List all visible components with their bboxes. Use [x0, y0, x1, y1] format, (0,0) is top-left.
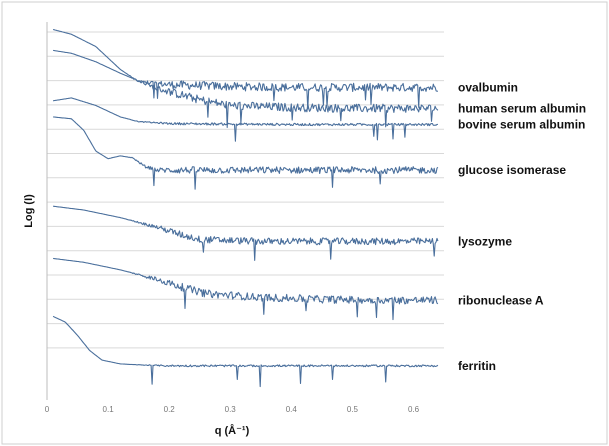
series-group [52, 28, 439, 388]
series-line-0 [52, 28, 439, 110]
x-tick-label-0: 0 [45, 405, 50, 414]
gridlines [47, 31, 444, 349]
series-line-5 [52, 257, 439, 321]
series-label-3: glucose isomerase [458, 163, 566, 177]
x-axis-title: q (Å⁻¹) [215, 424, 250, 437]
series-label-6: ferritin [458, 359, 496, 373]
series-label-4: lysozyme [458, 234, 512, 248]
x-tick-label-2: 0.2 [164, 405, 176, 414]
series-line-2 [52, 97, 438, 142]
series-line-3 [53, 116, 439, 190]
x-tick-label-1: 0.1 [103, 405, 115, 414]
series-line-4 [53, 205, 439, 261]
series-line-1 [53, 49, 439, 129]
series-line-6 [52, 315, 439, 388]
series-labels: ovalbumin human serum albumin bovine serum… [458, 81, 586, 373]
x-tick-labels: 0 0.1 0.2 0.3 0.4 0.5 0.6 [45, 405, 420, 414]
x-tick-label-4: 0.4 [286, 405, 298, 414]
y-axis-title: Log (I) [23, 194, 35, 228]
x-tick-label-5: 0.5 [347, 405, 359, 414]
series-label-1: human serum albumin [458, 101, 586, 115]
series-label-2: bovine serum albumin [458, 118, 585, 132]
x-tick-label-3: 0.3 [225, 405, 237, 414]
series-label-5: ribonuclease A [458, 293, 544, 307]
x-tick-label-6: 0.6 [408, 405, 420, 414]
series-label-0: ovalbumin [458, 81, 518, 95]
